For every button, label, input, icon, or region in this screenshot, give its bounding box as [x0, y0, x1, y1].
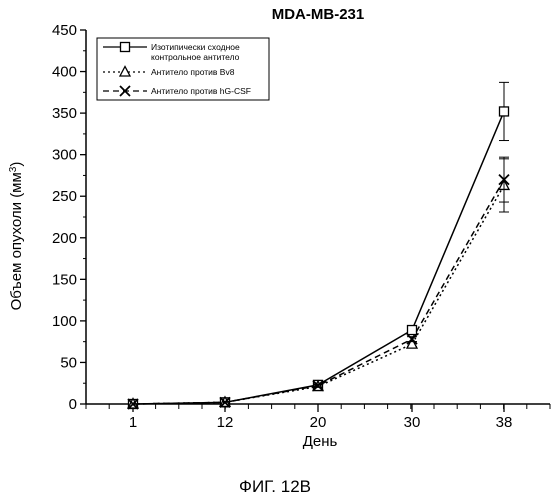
figure-label: ФИГ. 12В: [239, 477, 311, 496]
x-axis-label: День: [303, 433, 338, 450]
x-tick-label: 30: [404, 414, 421, 431]
series-1: [129, 82, 510, 408]
x-tick-label: 12: [217, 414, 234, 431]
y-tick-label: 150: [52, 271, 77, 288]
series-3: [128, 157, 509, 409]
legend-label: Изотипически сходное: [151, 42, 240, 52]
x-tick-label: 1: [129, 414, 137, 431]
data-point: [500, 107, 509, 116]
y-tick-label: 50: [60, 354, 77, 371]
legend-label: Антитело против hG-CSF: [151, 86, 251, 96]
series-layer: [128, 82, 509, 409]
y-tick-label: 300: [52, 147, 77, 164]
series-line: [133, 180, 504, 404]
y-tick-label: 400: [52, 64, 77, 81]
y-tick-label: 450: [52, 22, 77, 39]
legend-label: Антитело против Bv8: [151, 67, 235, 77]
series-line: [133, 185, 504, 404]
legend-label-line2: контрольное антитело: [151, 52, 240, 62]
y-tick-label: 250: [52, 188, 77, 205]
y-tick-label: 350: [52, 105, 77, 122]
y-tick-label: 200: [52, 230, 77, 247]
y-tick-label: 0: [69, 396, 77, 413]
data-point: [408, 326, 417, 335]
y-tick-label: 100: [52, 313, 77, 330]
y-axis-label: Объем опухоли (мм3): [8, 162, 26, 311]
legend-marker: [121, 43, 130, 52]
chart-title: MDA-MB-231: [272, 6, 365, 23]
x-tick-label: 38: [496, 414, 513, 431]
series-line: [133, 111, 504, 404]
series-2: [128, 159, 509, 408]
x-tick-label: 20: [310, 414, 327, 431]
legend: Изотипически сходноеконтрольное антитело…: [97, 38, 269, 100]
